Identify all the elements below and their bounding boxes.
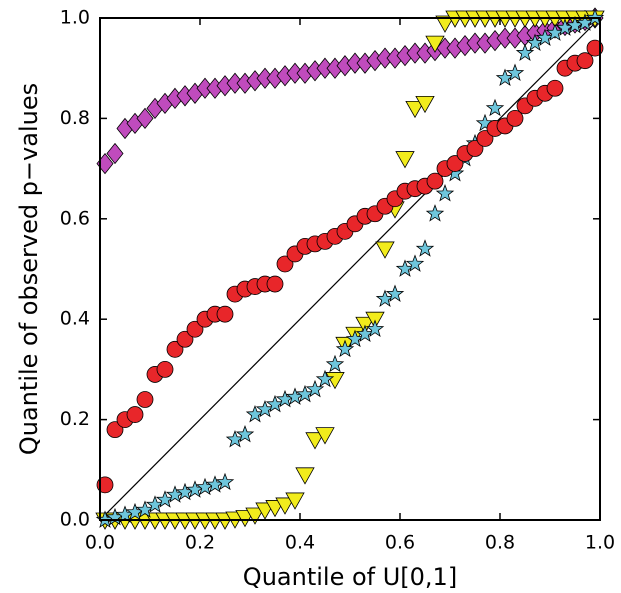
data-point	[466, 140, 484, 157]
data-point	[195, 477, 215, 496]
data-point	[365, 319, 385, 338]
data-point	[235, 425, 255, 443]
data-point	[136, 107, 154, 130]
data-point	[395, 151, 415, 169]
reference-line	[99, 17, 601, 521]
y-tick-label: 0.2	[60, 408, 90, 430]
data-point	[405, 100, 425, 119]
data-point	[426, 172, 444, 190]
data-point	[205, 475, 225, 493]
x-tick-label: 1.0	[585, 532, 615, 554]
y-tick-label: 0.0	[60, 509, 90, 531]
data-point	[215, 472, 235, 491]
data-point	[435, 15, 455, 33]
x-tick-label: 0.0	[85, 532, 115, 554]
data-point	[186, 320, 204, 338]
data-point	[305, 432, 325, 450]
data-point	[216, 305, 234, 323]
data-point	[485, 98, 505, 117]
data-point	[275, 497, 295, 515]
data-point	[375, 241, 395, 259]
data-point	[405, 254, 425, 272]
data-point	[106, 142, 124, 165]
data-point	[446, 155, 464, 172]
data-point	[546, 79, 564, 97]
data-point	[415, 239, 435, 257]
data-point	[295, 467, 315, 485]
y-tick-label: 0.4	[60, 308, 90, 330]
data-point	[315, 427, 335, 445]
x-tick-label: 0.8	[485, 532, 515, 554]
y-tick-label: 0.6	[60, 207, 90, 229]
y-tick-label: 1.0	[60, 7, 90, 29]
data-point	[315, 369, 335, 388]
data-point	[185, 480, 205, 498]
y-axis-label: Quantile of observed p−values	[15, 83, 43, 455]
data-point	[106, 421, 124, 439]
x-axis-label: Quantile of U[0,1]	[243, 563, 457, 591]
x-tick-label: 0.6	[385, 532, 415, 554]
data-point	[576, 52, 594, 70]
series	[95, 10, 605, 530]
data-point	[425, 204, 445, 222]
data-point	[126, 406, 144, 423]
data-point	[425, 35, 445, 53]
data-point	[285, 492, 305, 510]
data-point	[475, 113, 495, 132]
data-point	[335, 339, 355, 358]
data-point	[325, 354, 345, 373]
series	[96, 39, 604, 494]
data-point	[415, 95, 435, 114]
x-tick-label: 0.4	[285, 532, 315, 554]
y-tick-label: 0.8	[60, 107, 90, 129]
data-point	[385, 284, 405, 302]
data-point	[305, 379, 325, 398]
data-point	[506, 110, 524, 127]
data-point	[245, 507, 265, 525]
data-point	[285, 387, 305, 405]
data-point	[435, 184, 455, 202]
data-point	[136, 391, 154, 408]
data-point	[266, 275, 284, 293]
data-point	[515, 43, 535, 61]
data-point	[166, 340, 184, 358]
plot-frame	[99, 17, 601, 521]
data-point	[156, 360, 174, 378]
data-point	[176, 330, 194, 348]
x-tick-label: 0.2	[185, 532, 215, 554]
data-point	[476, 130, 494, 147]
data-point	[505, 63, 525, 82]
data-point	[175, 482, 195, 501]
data-point	[276, 255, 294, 273]
